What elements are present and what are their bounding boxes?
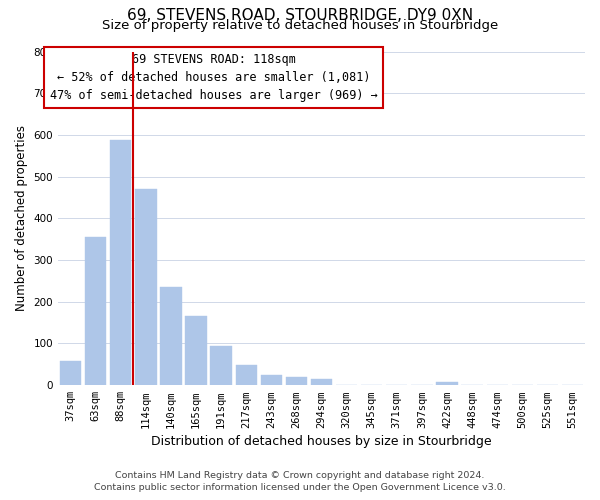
X-axis label: Distribution of detached houses by size in Stourbridge: Distribution of detached houses by size … — [151, 434, 492, 448]
Text: Size of property relative to detached houses in Stourbridge: Size of property relative to detached ho… — [102, 18, 498, 32]
Bar — [85, 237, 106, 385]
Bar — [286, 377, 307, 385]
Bar — [185, 316, 207, 385]
Bar — [110, 140, 131, 385]
Bar — [211, 346, 232, 385]
Bar — [311, 379, 332, 385]
Bar — [236, 365, 257, 385]
Bar — [260, 375, 282, 385]
Bar — [135, 189, 157, 385]
Bar — [436, 382, 458, 385]
Text: 69, STEVENS ROAD, STOURBRIDGE, DY9 0XN: 69, STEVENS ROAD, STOURBRIDGE, DY9 0XN — [127, 8, 473, 22]
Y-axis label: Number of detached properties: Number of detached properties — [15, 126, 28, 312]
Text: 69 STEVENS ROAD: 118sqm
← 52% of detached houses are smaller (1,081)
47% of semi: 69 STEVENS ROAD: 118sqm ← 52% of detache… — [50, 53, 377, 102]
Bar — [160, 287, 182, 385]
Bar — [60, 362, 81, 385]
Text: Contains HM Land Registry data © Crown copyright and database right 2024.
Contai: Contains HM Land Registry data © Crown c… — [94, 471, 506, 492]
